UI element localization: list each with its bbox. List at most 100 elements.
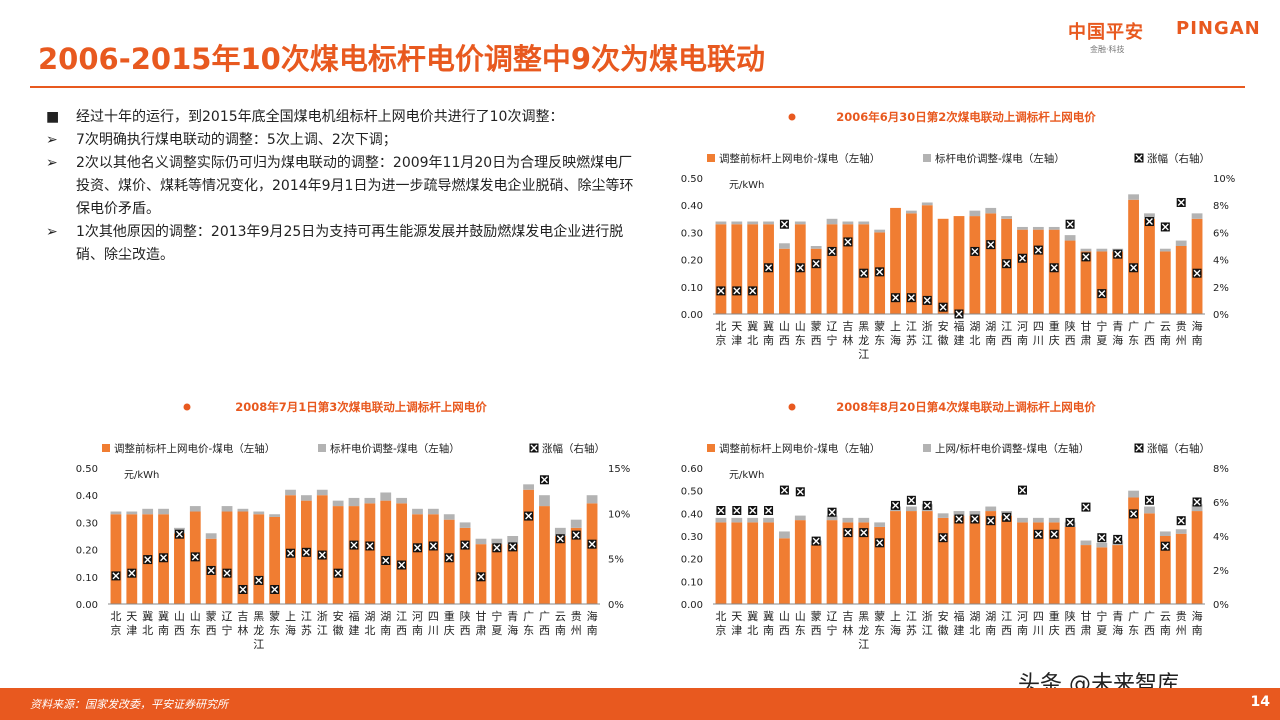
- arrow-bullet-icon: ➢: [46, 224, 58, 240]
- axis-unit-label: 元/kWh: [124, 470, 159, 481]
- bar-adjustment: [269, 514, 281, 517]
- x-category-char: 北: [364, 624, 375, 637]
- x-category-char: 东: [1128, 624, 1139, 637]
- axis-unit-label: 元/kWh: [729, 180, 764, 191]
- x-category-label: 蒙西: [811, 320, 822, 347]
- bar-adjustment: [237, 508, 249, 512]
- growth-marker: [1033, 245, 1043, 255]
- x-category-label: 黑龙江: [858, 320, 869, 361]
- x-category-char: 龙: [858, 334, 869, 347]
- x-category-label: 海南: [1192, 609, 1203, 637]
- marker-cross: [1177, 517, 1185, 525]
- growth-marker: [922, 500, 932, 510]
- x-category-char: 云: [1160, 610, 1171, 623]
- bar-adjustment: [316, 489, 328, 496]
- marker-cross: [828, 247, 836, 255]
- marker-cross: [302, 548, 310, 556]
- x-category-char: 广: [1128, 610, 1139, 623]
- x-category-char: 东: [1128, 334, 1139, 347]
- marker-cross: [223, 569, 231, 577]
- bar-adjustment: [1096, 248, 1108, 252]
- growth-marker: [539, 475, 549, 485]
- x-category-label: 云南: [555, 610, 566, 637]
- marker-cross: [112, 572, 120, 580]
- x-category-label: 冀北: [747, 609, 758, 637]
- growth-marker: [1049, 263, 1059, 273]
- x-category-label: 广西: [539, 610, 550, 637]
- x-category-char: 北: [747, 334, 758, 347]
- bar-base: [126, 514, 138, 604]
- growth-marker: [1065, 517, 1075, 527]
- bar-adjustment: [921, 202, 933, 206]
- growth-marker: [938, 533, 948, 543]
- marker-cross: [733, 287, 741, 295]
- legend-label: 上网/标杆电价调整-煤电（左轴）: [935, 442, 1089, 455]
- y-left-tick-label: 0.40: [681, 509, 703, 520]
- bullet-text: 2次以其他名义调整实际仍可归为煤电联动的调整：2009年11月20日为合理反映燃…: [76, 155, 634, 217]
- marker-cross: [923, 501, 931, 509]
- x-category-char: 南: [555, 624, 566, 637]
- bar-adjustment: [1175, 529, 1187, 534]
- bar-base: [1112, 251, 1124, 314]
- bar-adjustment: [158, 508, 169, 515]
- bar-base: [1017, 522, 1028, 604]
- bar-adjustment: [300, 495, 312, 501]
- growth-marker: [843, 528, 853, 538]
- bar-adjustment: [985, 506, 997, 512]
- bar-base: [1112, 545, 1124, 604]
- x-category-label: 河南: [1017, 610, 1028, 637]
- marker-cross: [939, 303, 947, 311]
- x-category-char: 江: [396, 610, 407, 623]
- x-category-char: 安: [938, 319, 949, 333]
- bar-adjustment: [586, 495, 598, 504]
- growth-marker: [1129, 509, 1139, 519]
- bar-base: [715, 522, 727, 604]
- x-category-label: 蒙东: [874, 610, 885, 637]
- bar-base: [1191, 511, 1203, 604]
- legend-label: 标杆电价调整-煤电（左轴）: [935, 152, 1065, 165]
- bar-adjustment: [826, 218, 838, 225]
- growth-marker: [524, 511, 534, 521]
- growth-marker: [365, 541, 375, 551]
- bar-base: [1048, 522, 1060, 604]
- x-category-char: 甘: [1080, 320, 1091, 333]
- x-category-char: 苏: [301, 624, 312, 637]
- bar-base: [810, 248, 822, 314]
- bar-base: [810, 545, 822, 604]
- x-category-char: 辽: [222, 610, 233, 623]
- marker-cross: [1193, 498, 1201, 506]
- bar-base: [842, 522, 854, 604]
- x-category-char: 西: [460, 624, 471, 637]
- growth-marker: [716, 286, 726, 296]
- growth-marker: [859, 268, 869, 278]
- x-category-char: 上: [890, 320, 901, 333]
- chart-title: 2008年7月1日第3次煤电联动上调标杆上网电价: [235, 400, 487, 414]
- bar-adjustment: [570, 519, 582, 528]
- bullet-item: ■ 经过十年的运行，到2015年底全国煤电机组标杆上网电价共进行了10次调整：: [46, 106, 646, 129]
- growth-marker: [587, 539, 597, 549]
- bar-adjustment: [1096, 542, 1108, 548]
- growth-marker: [1192, 268, 1202, 278]
- x-category-char: 南: [1017, 624, 1028, 637]
- bar-base: [747, 224, 759, 314]
- marker-cross: [1050, 264, 1058, 272]
- x-category-label: 湖北: [364, 610, 375, 637]
- growth-marker: [906, 293, 916, 303]
- bar-base: [507, 544, 519, 604]
- legend-swatch: [923, 154, 931, 162]
- x-category-char: 南: [412, 624, 423, 637]
- marker-cross: [844, 529, 852, 537]
- growth-marker: [238, 584, 248, 594]
- x-category-char: 南: [1160, 334, 1171, 347]
- bullet-text: 经过十年的运行，到2015年底全国煤电机组标杆上网电价共进行了10次调整：: [76, 109, 564, 125]
- x-category-char: 辽: [827, 610, 838, 623]
- bar-base: [174, 533, 185, 604]
- bar-adjustment: [858, 221, 870, 225]
- x-category-char: 建: [349, 623, 360, 637]
- growth-marker: [412, 543, 422, 553]
- x-category-char: 河: [412, 610, 423, 623]
- bar-base: [459, 527, 471, 604]
- bar-adjustment: [285, 489, 296, 496]
- x-category-char: 广: [1128, 320, 1139, 333]
- marker-cross: [939, 534, 947, 542]
